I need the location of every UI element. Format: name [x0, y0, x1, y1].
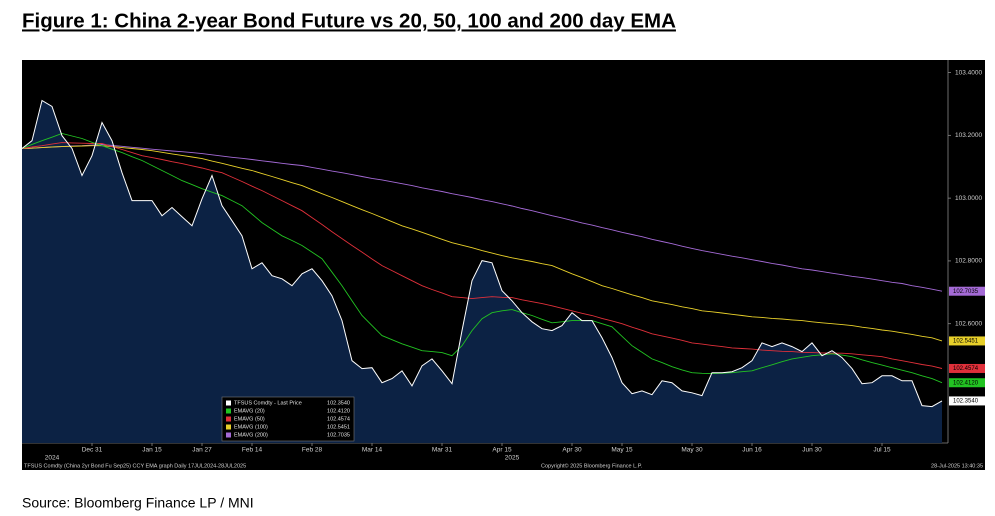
y-tick-label: 102.6000	[955, 320, 982, 327]
y-tick-label: 103.4000	[955, 69, 982, 76]
legend-swatch	[226, 416, 231, 422]
legend-label: EMAVG (20)	[234, 408, 265, 414]
footer-center: Copyright© 2025 Bloomberg Finance L.P.	[541, 462, 643, 469]
x-tick-label: Mar 31	[432, 447, 453, 454]
value-tag-label: 102.4574	[953, 366, 979, 372]
legend-label: EMAVG (200)	[234, 432, 268, 438]
series-line	[21, 133, 943, 384]
x-tick-label: Jun 30	[802, 447, 822, 454]
value-tag-label: 102.5451	[953, 339, 979, 345]
legend-label: EMAVG (50)	[234, 416, 265, 422]
value-tag	[949, 336, 985, 346]
y-tick-label: 103.2000	[955, 132, 982, 139]
legend-value: 102.5451	[327, 424, 350, 430]
legend-value: 102.4120	[327, 408, 350, 414]
x-tick-label: Apr 30	[562, 447, 582, 454]
legend-swatch	[226, 424, 231, 430]
chart-title: Figure 1: China 2-year Bond Future vs 20…	[22, 9, 676, 32]
x-tick-label: Apr 15	[492, 447, 512, 454]
x-tick-label: Jan 15	[142, 447, 162, 454]
legend-label: TFSUS Comdty - Last Price	[234, 400, 302, 406]
legend-swatch	[226, 408, 231, 414]
price-area	[22, 100, 942, 443]
x-tick-label: Feb 14	[242, 447, 263, 454]
value-tag-label: 102.4120	[953, 380, 979, 386]
value-tag	[949, 378, 985, 388]
x-tick-label: May 30	[681, 447, 703, 454]
x-tick-label: Jan 27	[192, 447, 212, 454]
legend-label: EMAVG (100)	[234, 424, 268, 430]
series-line	[21, 145, 943, 342]
series-line	[21, 99, 943, 408]
value-tag-label: 102.7035	[953, 289, 979, 295]
source: Source: Bloomberg Finance LP / MNI	[22, 495, 254, 511]
legend-box	[221, 396, 355, 442]
x-tick-label: May 15	[611, 447, 633, 454]
x-tick-label: Dec 31	[82, 447, 103, 454]
series-line	[21, 142, 943, 369]
value-tag	[949, 286, 985, 296]
footer-left: TFSUS Comdty (China 2yr Bond Fu Sep25) C…	[24, 463, 246, 469]
legend-value: 102.4574	[327, 416, 350, 422]
x-tick-label: Feb 28	[302, 447, 323, 454]
year-label: 2024	[45, 455, 60, 462]
value-tag-label: 102.3540	[953, 399, 979, 405]
series-line	[21, 143, 943, 292]
y-tick-label: 102.8000	[955, 258, 982, 265]
x-tick-label: Jul 15	[873, 447, 891, 454]
legend-value: 102.3540	[327, 400, 350, 406]
year-label: 2025	[505, 455, 520, 462]
x-tick-label: Jun 16	[742, 447, 762, 454]
legend-swatch	[226, 432, 231, 438]
footer-right: 28-Jul-2025 13:40:35	[931, 463, 983, 469]
legend-value: 102.7035	[327, 432, 350, 438]
x-tick-label: Mar 14	[362, 447, 383, 454]
value-tag	[949, 396, 985, 406]
value-tag	[949, 363, 985, 373]
y-tick-label: 103.0000	[955, 195, 982, 202]
legend-swatch	[226, 400, 231, 406]
